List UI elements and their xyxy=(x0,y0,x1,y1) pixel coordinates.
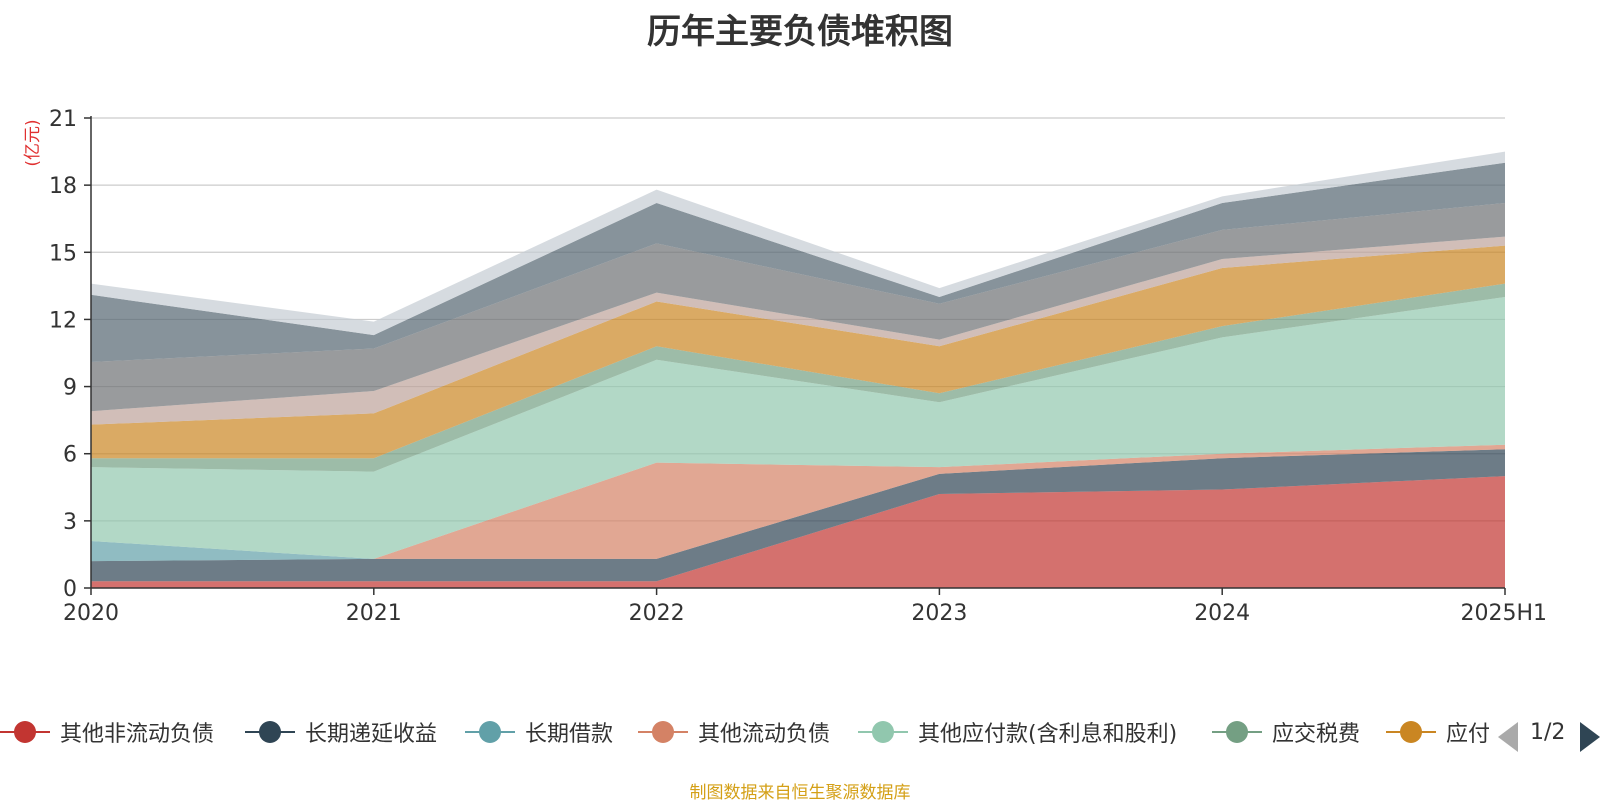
x-tick-label: 2021 xyxy=(346,601,402,626)
area-series-3[interactable] xyxy=(91,444,1505,559)
legend-marker-icon xyxy=(638,720,688,744)
area-series-5[interactable] xyxy=(91,283,1505,472)
next-page-icon[interactable] xyxy=(1580,722,1600,752)
legend-marker-icon xyxy=(1212,720,1262,744)
area-series-7[interactable] xyxy=(91,236,1505,425)
y-tick-label: 9 xyxy=(63,376,77,401)
legend-page-indicator: 1/2 xyxy=(1530,720,1566,745)
area-series-9[interactable] xyxy=(91,162,1505,362)
legend-label: 应付账款 xyxy=(1446,722,1490,747)
legend-marker-icon xyxy=(0,720,50,744)
legend-marker-icon xyxy=(465,720,515,744)
legend-item-other-noncurrent[interactable]: 其他非流动负债 xyxy=(0,712,214,752)
legend-item-other-payables[interactable]: 其他应付款(含利息和股利) xyxy=(858,712,1177,752)
legend-marker-icon xyxy=(1386,720,1436,744)
source-note: 制图数据来自恒生聚源数据库 xyxy=(689,783,911,803)
y-tick-label: 18 xyxy=(49,174,77,199)
area-series-0[interactable] xyxy=(91,476,1505,588)
legend-marker-icon xyxy=(245,720,295,744)
y-tick-label: 0 xyxy=(63,577,77,602)
axes: 0 3 6 9 12 15 18 21 2020 2021 2022 2023 2024 2025H1 xyxy=(49,107,1547,626)
y-tick-label: 15 xyxy=(49,241,77,266)
legend-item-taxes-payable[interactable]: 应交税费 xyxy=(1212,712,1360,752)
legend-label: 其他应付款(含利息和股利) xyxy=(918,722,1178,747)
legend-pager: 1/2 xyxy=(1498,718,1600,752)
legend-label: 应交税费 xyxy=(1272,722,1361,747)
area-series-8[interactable] xyxy=(91,203,1505,412)
legend-label: 长期借款 xyxy=(525,722,614,747)
legend-item-long-term-loan[interactable]: 长期借款 xyxy=(465,712,613,752)
legend-item-deferred-income[interactable]: 长期递延收益 xyxy=(245,712,437,752)
y-tick-label: 3 xyxy=(63,510,77,535)
area-series-4[interactable] xyxy=(91,297,1505,559)
area-series-6[interactable] xyxy=(91,245,1505,459)
x-tick-label: 2025H1 xyxy=(1460,601,1547,626)
x-tick-label: 2024 xyxy=(1194,601,1250,626)
chart-title: 历年主要负债堆积图 xyxy=(647,12,953,52)
y-tick-label: 21 xyxy=(49,107,77,132)
legend-marker-icon xyxy=(858,720,908,744)
legend-label: 其他流动负债 xyxy=(698,722,831,747)
legend-label: 长期递延收益 xyxy=(305,722,438,747)
area-series-1[interactable] xyxy=(91,449,1505,582)
x-tick-label: 2020 xyxy=(63,601,119,626)
stacked-areas xyxy=(91,151,1505,588)
legend-item-accounts-payable[interactable]: 应付账款 xyxy=(1386,712,1490,752)
y-tick-label: 12 xyxy=(49,308,77,333)
x-tick-label: 2022 xyxy=(629,601,685,626)
legend: 其他非流动负债 长期递延收益 长期借款 其他流动负债 其他应付款(含利息和股利)… xyxy=(0,712,1490,752)
legend-label: 其他非流动负债 xyxy=(60,722,215,747)
y-tick-label: 6 xyxy=(63,443,77,468)
prev-page-icon[interactable] xyxy=(1498,722,1518,752)
y-axis-unit-label: (亿元) xyxy=(23,119,43,166)
area-series-10[interactable] xyxy=(91,151,1505,336)
legend-item-other-current[interactable]: 其他流动负债 xyxy=(638,712,830,752)
x-tick-label: 2023 xyxy=(911,601,967,626)
